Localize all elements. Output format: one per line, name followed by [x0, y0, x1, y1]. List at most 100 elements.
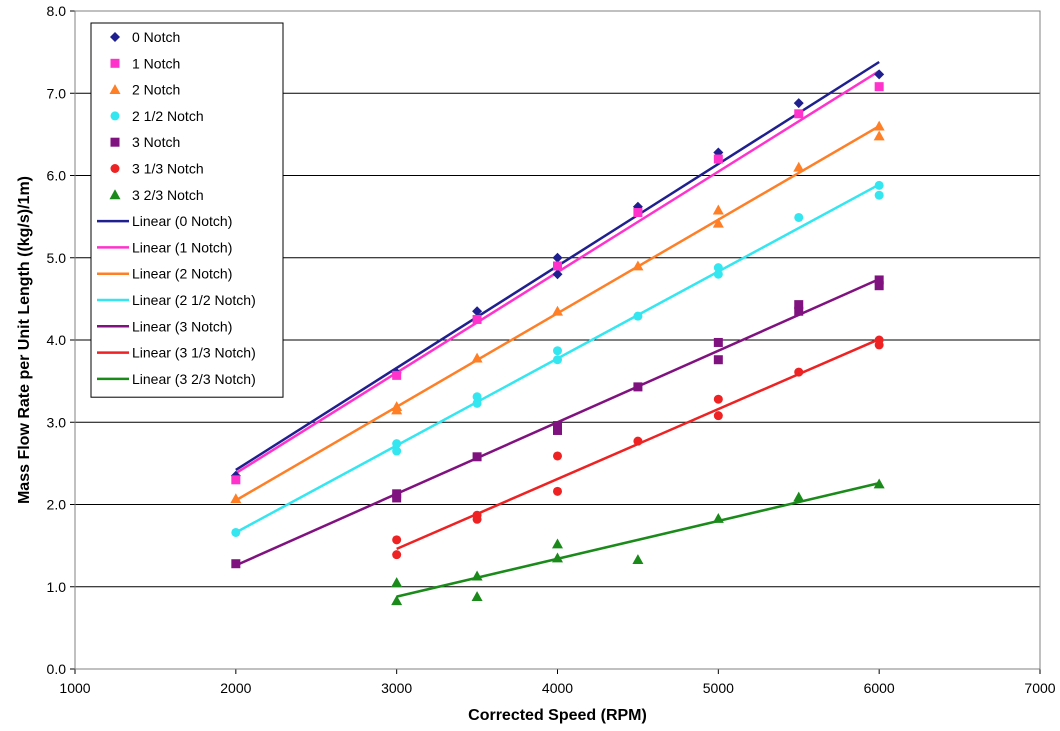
data-point — [794, 300, 804, 310]
data-point — [633, 311, 643, 321]
legend-label: 3 1/3 Notch — [132, 161, 204, 177]
data-point — [391, 577, 403, 588]
y-tick-label: 2.0 — [47, 497, 67, 513]
data-point — [392, 535, 402, 545]
trendline — [396, 481, 880, 598]
data-point — [633, 382, 643, 392]
data-point — [713, 337, 723, 347]
series — [391, 478, 885, 606]
data-point — [794, 306, 804, 316]
x-tick-label: 1000 — [59, 680, 90, 696]
data-points — [230, 69, 885, 606]
legend-marker — [109, 189, 121, 200]
legend-label: 0 Notch — [132, 29, 180, 45]
data-point — [471, 352, 483, 363]
y-tick-label: 7.0 — [47, 85, 67, 101]
data-point — [713, 154, 723, 164]
legend-marker — [110, 164, 120, 173]
data-point — [793, 98, 804, 109]
data-point — [873, 478, 885, 489]
data-point — [633, 208, 643, 218]
legend-label: Linear (2 1/2 Notch) — [132, 292, 256, 308]
data-point — [553, 355, 562, 365]
legend: 0 Notch 1 Notch 2 Notch 2 1/2 Notch 3 Notch 3… — [90, 22, 284, 398]
data-point — [794, 212, 804, 222]
data-point — [392, 550, 402, 560]
data-point — [231, 475, 241, 485]
data-point — [553, 486, 562, 496]
legend-box — [90, 22, 284, 398]
series — [231, 82, 884, 485]
x-axis-title: Corrected Speed (RPM) — [468, 707, 647, 724]
series — [230, 69, 885, 481]
y-tick-label: 4.0 — [47, 332, 67, 348]
x-tick-label: 2000 — [220, 680, 251, 696]
data-point — [552, 269, 563, 280]
legend-marker — [110, 111, 120, 121]
y-tick-label: 1.0 — [47, 579, 67, 595]
x-tick-label: 6000 — [864, 680, 895, 696]
legend-label: Linear (3 1/3 Notch) — [132, 345, 256, 361]
data-point — [874, 335, 884, 345]
data-point — [713, 263, 723, 273]
x-tick-label: 4000 — [542, 680, 573, 696]
legend-marker — [110, 32, 120, 42]
data-point — [874, 190, 884, 200]
data-point — [392, 370, 402, 380]
legend-label: Linear (3 Notch) — [132, 318, 232, 334]
data-point — [713, 269, 723, 279]
data-point — [472, 452, 482, 462]
data-point — [552, 305, 563, 316]
data-point — [472, 314, 482, 324]
data-point — [553, 421, 562, 431]
data-point — [472, 392, 482, 402]
data-point — [712, 512, 724, 523]
data-point — [794, 109, 804, 119]
data-point — [552, 552, 563, 563]
y-tick-label: 8.0 — [47, 3, 67, 19]
legend-label: Linear (3 2/3 Notch) — [132, 371, 256, 387]
y-axis-tick-labels: 0.0 1.0 2.0 3.0 4.0 5.0 6.0 7.0 8.0 — [47, 3, 67, 677]
y-axis-title: Mass Flow Rate per Unit Length ((kg/s)/1… — [16, 176, 33, 504]
x-tick-label: 3000 — [381, 680, 412, 696]
data-point — [391, 401, 403, 412]
data-point — [553, 425, 562, 435]
data-point — [874, 69, 885, 80]
data-point — [712, 204, 724, 215]
data-point — [231, 559, 241, 569]
series — [392, 335, 884, 560]
data-point — [553, 346, 562, 356]
legend-label: Linear (1 Notch) — [132, 239, 232, 255]
data-point — [472, 510, 482, 520]
y-tick-label: 3.0 — [47, 414, 67, 430]
data-point — [552, 252, 563, 263]
data-point — [874, 275, 884, 285]
data-point — [471, 591, 483, 602]
data-point — [874, 180, 884, 190]
data-point — [392, 489, 402, 499]
data-point — [552, 538, 563, 549]
data-point — [633, 436, 643, 446]
data-point — [632, 260, 644, 271]
y-tick-label: 0.0 — [47, 661, 67, 677]
series — [230, 120, 885, 504]
data-point — [874, 281, 884, 291]
legend-label: 1 Notch — [132, 55, 180, 71]
data-point — [472, 306, 483, 317]
data-point — [874, 82, 884, 92]
data-point — [712, 217, 724, 228]
data-point — [553, 261, 562, 271]
legend-marker — [110, 137, 120, 147]
data-point — [713, 394, 723, 404]
data-point — [472, 398, 482, 408]
x-tick-label: 7000 — [1024, 680, 1055, 696]
legend-label: 3 Notch — [132, 134, 180, 150]
trendlines — [235, 60, 880, 598]
legend-marker — [110, 58, 120, 68]
data-point — [793, 161, 805, 172]
data-point — [713, 411, 723, 421]
data-point — [230, 493, 242, 504]
data-point — [392, 439, 402, 449]
data-point — [553, 451, 562, 461]
